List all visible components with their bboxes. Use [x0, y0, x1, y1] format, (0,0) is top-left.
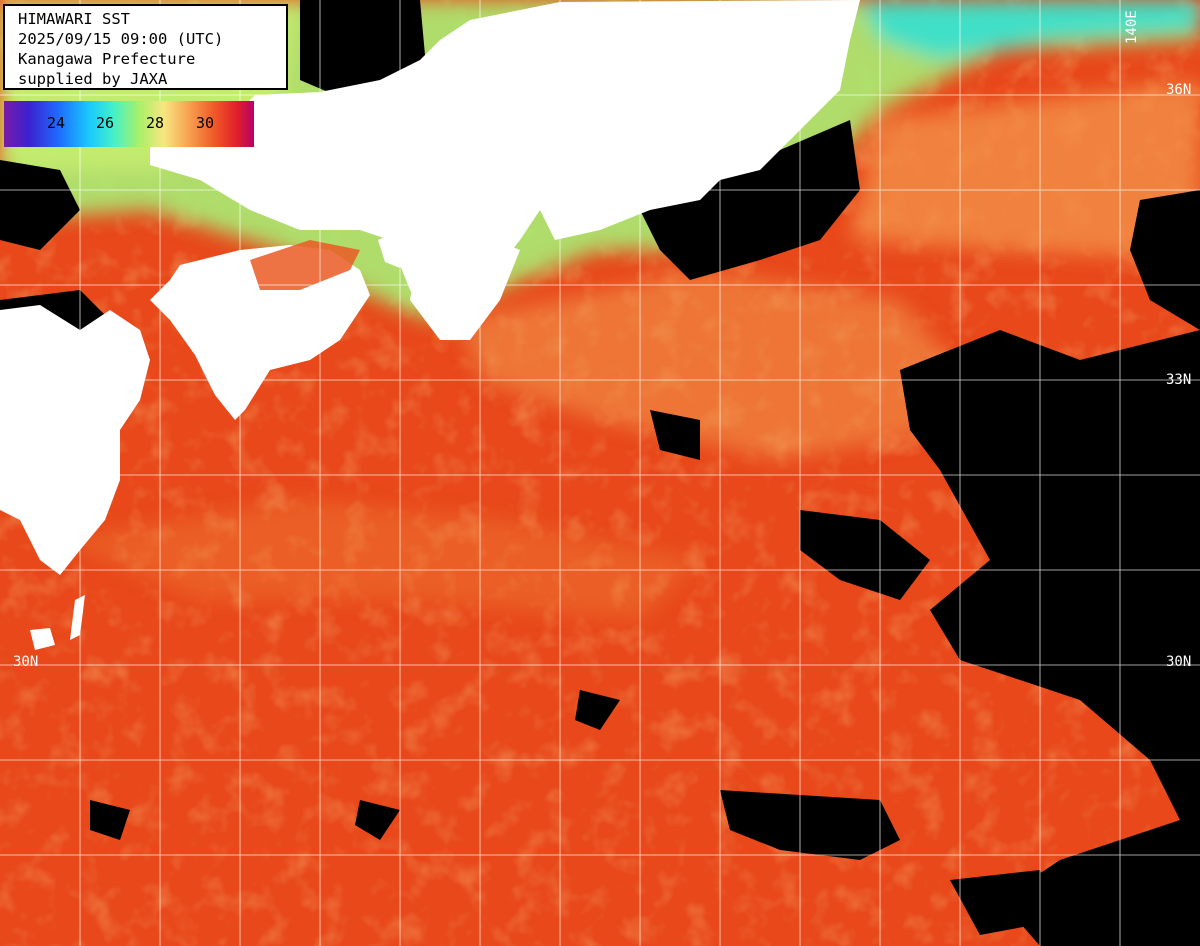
info-box: HIMAWARI SST 2025/09/15 09:00 (UTC) Kana… [3, 4, 288, 90]
yakushima [30, 628, 55, 650]
kyushu [0, 305, 150, 575]
lon-label-140e: 140E [1124, 10, 1140, 44]
inland-sea [250, 240, 360, 290]
awaji-island [378, 232, 410, 268]
lat-label-30n-right: 30N [1166, 654, 1192, 670]
color-scale-bar: 24 26 28 30 [4, 101, 254, 147]
scale-tick-24: 24 [47, 114, 66, 132]
lat-label-30n-left: 30N [13, 654, 39, 670]
lat-label-33n: 33N [1166, 372, 1192, 388]
scale-tick-28: 28 [146, 114, 165, 132]
lat-label-36n: 36N [1166, 82, 1192, 98]
izu-oshima [480, 150, 500, 185]
honshu [150, 0, 860, 330]
timestamp: 2025/09/15 09:00 (UTC) [18, 30, 224, 48]
map-title: HIMAWARI SST [18, 10, 130, 28]
scale-tick-30: 30 [196, 114, 215, 132]
scale-tick-26: 26 [96, 114, 115, 132]
shikoku [150, 245, 370, 420]
region-label: Kanagawa Prefecture [18, 50, 196, 68]
credit-label: supplied by JAXA [18, 70, 168, 88]
tanegashima [70, 595, 85, 640]
land-mass [0, 0, 860, 650]
